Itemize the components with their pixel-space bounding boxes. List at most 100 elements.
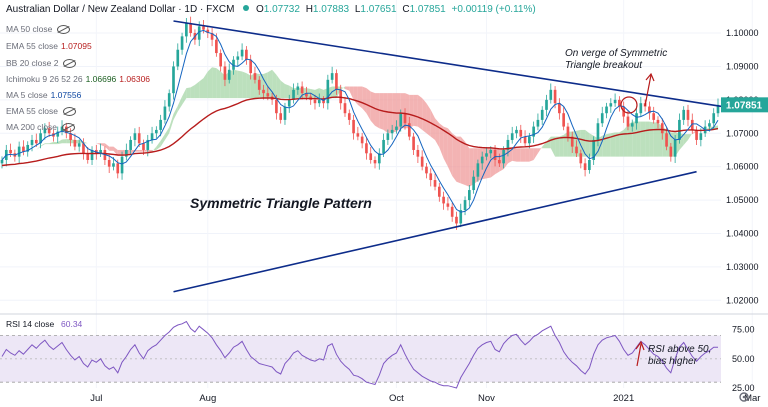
candle-body	[660, 123, 664, 134]
indicator-value: 1.07095	[60, 41, 92, 51]
price-grid	[0, 0, 753, 388]
cloud-segment	[23, 152, 28, 154]
cloud-segment	[435, 118, 440, 148]
price-pane[interactable]: Symmetric Triangle Pattern On verge of S…	[0, 0, 768, 388]
indicator-ema55-b[interactable]: EMA 55 close	[6, 106, 76, 116]
candle-body	[523, 136, 527, 144]
candle-body	[437, 186, 441, 197]
cloud-segment	[182, 88, 187, 105]
candle-body	[142, 143, 145, 150]
candle-body	[463, 200, 467, 211]
cloud-segment	[529, 148, 534, 162]
indicator-value: 1.06696	[85, 74, 117, 84]
last-price-badge: 1.07851	[721, 97, 768, 113]
cloud-segment	[443, 126, 448, 167]
cloud-segment	[602, 134, 607, 157]
candle-body	[365, 143, 368, 154]
hidden-eye-icon[interactable]	[57, 24, 71, 34]
candle-body	[519, 129, 523, 137]
candle-body	[403, 113, 407, 124]
cloud-segment	[40, 143, 45, 147]
indicator-value: 1.07556	[50, 90, 82, 100]
rsi-axis[interactable]: 25.00 50.00 75.00	[732, 325, 755, 393]
cloud-segment	[456, 136, 461, 184]
candle-body	[77, 143, 81, 147]
cloud-segment	[516, 148, 521, 162]
candle-body	[240, 49, 244, 57]
candle-body	[468, 190, 471, 201]
cloud-segment	[310, 88, 315, 99]
candle-body	[433, 180, 437, 187]
candle-body	[107, 159, 111, 167]
candle-body	[223, 66, 227, 80]
candle-body	[600, 113, 604, 124]
cloud-segment	[542, 141, 547, 149]
cloud-segment	[645, 121, 650, 157]
cloud-segment	[632, 121, 637, 157]
candle-body	[498, 159, 501, 164]
candle-body	[536, 119, 540, 127]
indicator-ma200[interactable]: MA 200 close	[6, 122, 76, 132]
ohlc-change: +0.00119 (+0.11%)	[451, 4, 536, 15]
indicator-bb20[interactable]: BB 20 close 2	[6, 58, 77, 68]
cloud-segment	[533, 148, 538, 160]
indicator-ma50[interactable]: MA 50 close	[6, 24, 71, 34]
cloud-segment	[375, 93, 380, 129]
candle-body	[399, 113, 403, 127]
candle-body	[652, 113, 656, 120]
candle-body	[47, 128, 51, 134]
ohlc-open-label: O	[255, 4, 264, 15]
time-axis[interactable]: JulAugOctNov2021MarApr	[90, 393, 768, 404]
hidden-eye-icon[interactable]	[62, 122, 76, 132]
candle-body	[257, 79, 261, 90]
indicator-ichimoku[interactable]: Ichimoku 9 26 52 26 1.06696 1.06306	[6, 74, 150, 84]
candle-body	[528, 136, 531, 144]
indicator-ma5[interactable]: MA 5 close 1.07556	[6, 90, 81, 100]
candle-body	[420, 156, 424, 167]
candle-body	[210, 33, 214, 40]
cloud-segment	[640, 121, 646, 157]
candle-body	[146, 139, 150, 150]
cloud-segment	[134, 149, 140, 152]
settings-gear-icon[interactable]	[739, 392, 749, 402]
candle-body	[506, 139, 510, 150]
candle-body	[283, 106, 287, 120]
cloud-segment	[164, 127, 170, 140]
candle-body	[446, 203, 450, 207]
cloud-segment	[57, 139, 63, 145]
cloud-segment	[62, 139, 67, 144]
candle-body	[489, 149, 493, 154]
candle-body	[219, 53, 222, 67]
candle-body	[493, 149, 497, 160]
candle-body	[30, 139, 34, 145]
candle-body	[73, 139, 77, 147]
cloud-segment	[319, 88, 324, 99]
candle-body	[116, 163, 120, 174]
symbol-title[interactable]: Australian Dollar / New Zealand Dollar ·…	[6, 4, 536, 15]
triangle-lower-trendline	[173, 170, 697, 293]
indicator-label: MA 50 close	[6, 24, 53, 34]
cloud-segment	[284, 83, 290, 99]
cloud-segment	[653, 122, 658, 157]
candle-body	[442, 196, 445, 204]
price-tick-label: 1.04000	[726, 228, 759, 238]
rsi-pane[interactable]: 25.00 50.00 75.00 RSI 14 close 60.34 RSI a…	[0, 319, 755, 393]
cloud-segment	[447, 128, 453, 176]
cloud-segment	[353, 86, 358, 105]
cloud-segment	[619, 129, 624, 157]
candle-body	[416, 149, 420, 157]
candle-body	[592, 139, 595, 160]
cloud-segment	[83, 141, 88, 144]
candle-body	[347, 113, 351, 120]
price-axis[interactable]: 1.02000 1.03000 1.04000 1.05000 1.06000 1.070…	[726, 28, 759, 305]
cloud-segment	[387, 93, 393, 134]
cloud-segment	[246, 73, 251, 99]
ohlc-low-label: L	[354, 4, 361, 15]
hidden-eye-icon[interactable]	[62, 106, 76, 116]
indicator-ema55[interactable]: EMA 55 close 1.07095	[6, 41, 92, 51]
hidden-eye-icon[interactable]	[63, 58, 77, 68]
price-tick-label: 1.09000	[726, 61, 759, 71]
indicator-label: BB 20 close 2	[6, 58, 59, 68]
candle-body	[686, 109, 690, 120]
candle-body	[682, 109, 686, 120]
